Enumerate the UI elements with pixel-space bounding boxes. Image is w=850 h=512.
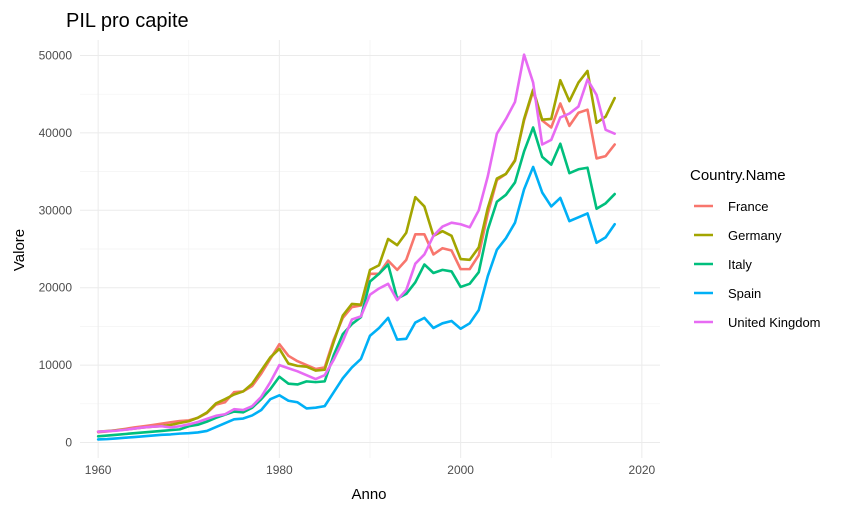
minor-gridlines (80, 40, 660, 458)
y-tick-label: 50000 (39, 48, 73, 62)
y-tick-label: 30000 (39, 203, 73, 217)
x-tick-label: 2020 (629, 463, 656, 477)
y-tick-label: 10000 (39, 358, 73, 372)
x-tick-label: 2000 (447, 463, 474, 477)
y-tick-label: 40000 (39, 126, 73, 140)
legend: Country.Name France Germany Italy Spain Unit… (690, 167, 821, 330)
legend-label-germany: Germany (728, 228, 782, 243)
x-tick-label: 1960 (85, 463, 112, 477)
major-gridlines (80, 40, 660, 458)
y-tick-label: 20000 (39, 281, 73, 295)
series-line-germany (96, 69, 616, 433)
chart-title: PIL pro capite (66, 10, 189, 32)
y-axis-title: Valore (11, 229, 28, 271)
legend-label-france: France (728, 199, 768, 214)
legend-label-united-kingdom: United Kingdom (728, 315, 821, 330)
series-line-italy (96, 126, 616, 438)
x-tick-label: 1980 (266, 463, 293, 477)
x-tick-labels: 1960 1980 2000 2020 (85, 463, 656, 477)
legend-label-italy: Italy (728, 257, 752, 272)
legend-label-spain: Spain (728, 286, 761, 301)
y-tick-labels: 0 10000 20000 30000 40000 50000 (39, 48, 73, 449)
legend-title: Country.Name (690, 167, 786, 184)
y-tick-label: 0 (65, 436, 72, 450)
x-axis-title: Anno (351, 486, 386, 503)
series-line-united-kingdom (96, 53, 616, 433)
series-lines (96, 53, 616, 441)
series-line-spain (96, 165, 616, 441)
